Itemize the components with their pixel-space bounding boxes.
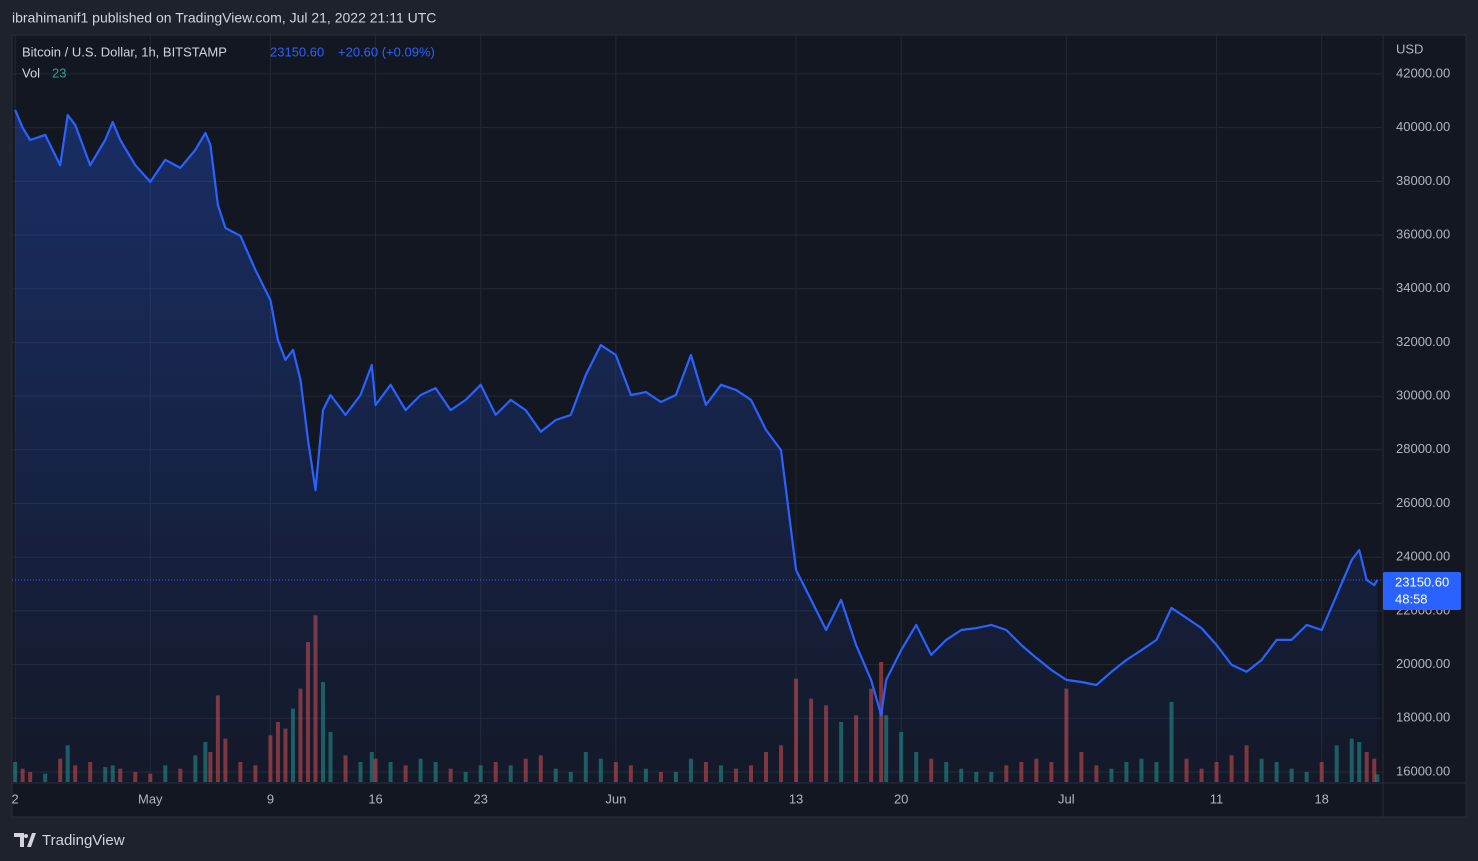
price-tag-label: 23150.60 (1395, 574, 1449, 589)
volume-label: Vol (22, 65, 40, 80)
y-tick-label: 30000.00 (1396, 388, 1450, 403)
area (15, 109, 1378, 783)
logo (14, 833, 36, 847)
symbol-title: Bitcoin / U.S. Dollar, 1h, BITSTAMP (22, 44, 227, 59)
x-tick-label: 9 (267, 791, 274, 806)
y-tick-label: 32000.00 (1396, 334, 1450, 349)
legend-change: +20.60 (+0.09%) (338, 44, 435, 59)
x-tick-label: 11 (1210, 791, 1224, 806)
legend-price: 23150.60 (270, 44, 324, 59)
x-tick-label: 2 (12, 791, 19, 806)
y-tick-label: 16000.00 (1396, 763, 1450, 778)
y-tick-label: 28000.00 (1396, 441, 1450, 456)
y-axis-label: USD (1396, 41, 1423, 56)
y-tick-label: 42000.00 (1396, 65, 1450, 80)
y-tick-label: 18000.00 (1396, 710, 1450, 725)
logo-dot (24, 834, 28, 838)
y-tick-label: 26000.00 (1396, 495, 1450, 510)
y-tick-label: 38000.00 (1396, 173, 1450, 188)
price-line (14, 109, 1379, 717)
x-tick-label: 23 (473, 791, 487, 806)
x-tick-label: May (138, 791, 163, 806)
y-tick-label: 34000.00 (1396, 280, 1450, 295)
x-tick-label: Jul (1058, 791, 1075, 806)
logo-mark (14, 833, 36, 847)
publish-info: ibrahimanif1 published on TradingView.co… (12, 10, 436, 26)
countdown: 48:58 (1395, 591, 1428, 606)
volume-value: 23 (52, 65, 66, 80)
y-tick-label: 20000.00 (1396, 656, 1450, 671)
footer-brand: TradingView (42, 832, 125, 849)
y-tick-label: 36000.00 (1396, 226, 1450, 241)
x-tick-label: 18 (1314, 791, 1328, 806)
x-tick-label: Jun (605, 791, 626, 806)
x-tick-label: 13 (789, 791, 803, 806)
y-tick-label: 40000.00 (1396, 119, 1450, 134)
price-tag (1383, 572, 1461, 611)
y-tick-label: 24000.00 (1396, 549, 1450, 564)
x-tick-label: 16 (368, 791, 382, 806)
x-tick-label: 20 (894, 791, 908, 806)
plot (12, 109, 1383, 783)
